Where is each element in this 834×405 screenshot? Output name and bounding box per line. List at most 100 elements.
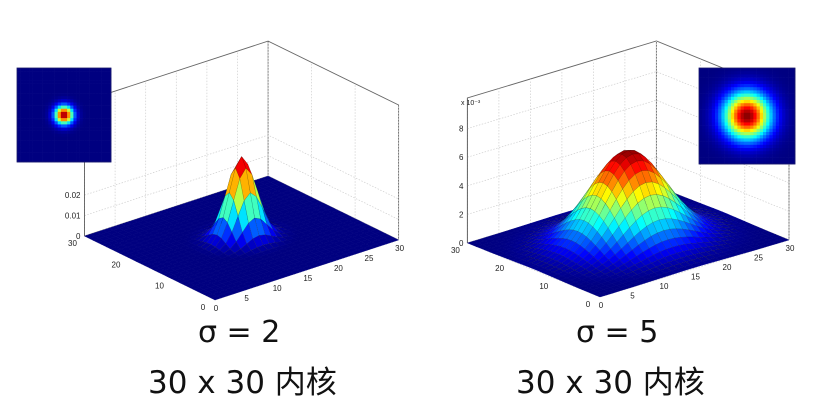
heatmap-cell (791, 138, 796, 142)
heatmap-cell (45, 121, 49, 125)
heatmap-cell (779, 109, 783, 114)
heatmap-cell (35, 86, 40, 91)
heatmap-cell (98, 99, 102, 103)
heatmap-cell (76, 133, 80, 138)
heatmap-cell (747, 138, 751, 142)
surface-cell (634, 170, 647, 187)
heatmap-cell (727, 93, 732, 98)
heatmap-cell (101, 80, 106, 84)
heatmap-cell (35, 140, 40, 144)
heatmap-cell (23, 133, 27, 138)
heatmap-cell (57, 143, 62, 147)
heatmap-cell (740, 71, 745, 75)
heatmap-cell (763, 135, 767, 139)
heatmap-cell (718, 119, 722, 123)
heatmap-cell (45, 74, 49, 78)
heatmap-cell (79, 152, 84, 157)
heatmap-cell (35, 80, 40, 84)
heatmap-cell (35, 105, 40, 110)
heatmap-cell (721, 116, 725, 120)
heatmap-cell (35, 158, 40, 163)
heatmap-cell (721, 132, 725, 136)
heatmap-cell (711, 74, 716, 78)
heatmap-cell (17, 158, 21, 163)
heatmap-cell (705, 100, 709, 104)
heatmap-cell (711, 90, 716, 94)
heatmap-cell (89, 93, 93, 97)
heatmap-cell (753, 103, 757, 107)
heatmap-cell (79, 155, 84, 160)
heatmap-cell (731, 119, 735, 123)
heatmap-cell (731, 141, 735, 146)
heatmap-cell (104, 149, 109, 153)
heatmap-cell (782, 90, 786, 94)
heatmap-cell (711, 100, 716, 104)
heatmap-cell (775, 144, 780, 149)
heatmap-cell (702, 141, 706, 146)
heatmap-cell (79, 93, 84, 97)
heatmap-cell (756, 96, 761, 101)
heatmap-cell (782, 135, 786, 139)
y-tick-label: 10 (539, 282, 548, 291)
heatmap-cell (42, 77, 46, 81)
heatmap-cell (32, 86, 37, 91)
heatmap-cell (98, 140, 102, 144)
heatmap-cell (82, 102, 87, 106)
heatmap-cell (702, 154, 706, 158)
heatmap-cell (721, 154, 725, 158)
heatmap-cell (29, 118, 33, 122)
surface-cell (705, 211, 717, 214)
heatmap-cell (98, 158, 102, 163)
heatmap-cell (23, 158, 27, 163)
heatmap-cell (95, 124, 99, 128)
heatmap-cell (38, 136, 43, 141)
heatmap-cell (791, 157, 796, 162)
heatmap-cell (750, 148, 754, 152)
heatmap-cell (731, 68, 735, 72)
heatmap-cell (82, 133, 87, 138)
heatmap-cell (715, 132, 719, 136)
heatmap-cell (89, 140, 93, 144)
heatmap-cell (32, 121, 37, 125)
heatmap-cell (101, 93, 106, 97)
heatmap-cell (759, 112, 764, 117)
heatmap-cell (73, 86, 77, 91)
heatmap-cell (45, 102, 49, 106)
heatmap-cell (42, 121, 46, 125)
heatmap-cell (759, 100, 764, 104)
heatmap-cell (73, 93, 77, 97)
heatmap-cell (791, 87, 796, 91)
heatmap-cell (73, 155, 77, 160)
heatmap-cell (699, 87, 703, 91)
heatmap-cell (769, 141, 773, 146)
heatmap-cell (782, 116, 786, 120)
heatmap-cell (747, 106, 751, 110)
heatmap-cell (724, 160, 729, 165)
heatmap-cell (42, 143, 46, 147)
heatmap-cell (775, 116, 780, 120)
heatmap-cell (766, 77, 770, 82)
surface-cell (702, 218, 714, 225)
heatmap-cell (715, 141, 719, 146)
heatmap-cell (82, 140, 87, 144)
heatmap-cell (750, 68, 754, 72)
heatmap-cell (23, 108, 27, 113)
heatmap-cell (98, 74, 102, 78)
heatmap-cell (20, 121, 24, 125)
heatmap-cell (715, 100, 719, 104)
heatmap-cell (89, 155, 93, 160)
heatmap-cell (67, 140, 71, 144)
heatmap-cell (42, 136, 46, 141)
heatmap-cell (724, 157, 729, 162)
heatmap-cell (85, 105, 90, 110)
heatmap-cell (753, 84, 757, 88)
heatmap-cell (769, 106, 773, 110)
heatmap-cell (788, 100, 793, 104)
heatmap-cell (85, 155, 90, 160)
heatmap-cell (48, 96, 52, 100)
heatmap-cell (724, 90, 729, 94)
heatmap-cell (737, 138, 741, 142)
heatmap-cell (791, 119, 796, 123)
heatmap-cell (85, 108, 90, 113)
heatmap-cell (734, 90, 738, 94)
